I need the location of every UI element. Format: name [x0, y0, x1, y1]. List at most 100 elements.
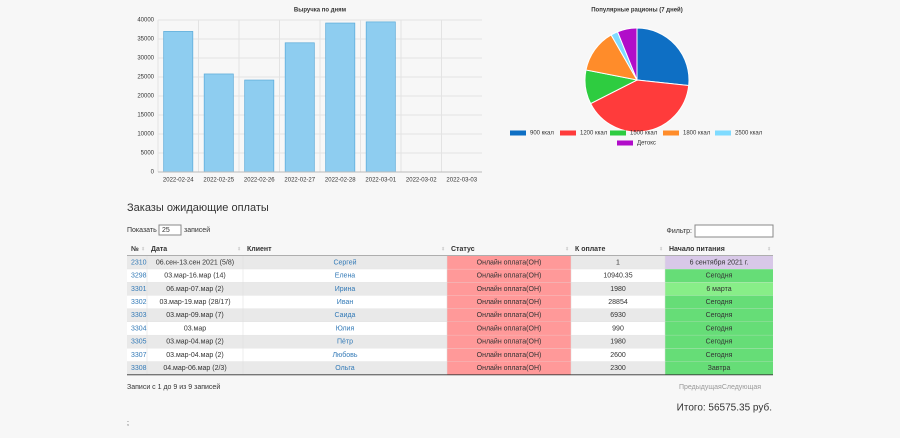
show-label: Показать [127, 227, 157, 234]
status-cell [447, 322, 571, 336]
cell-link[interactable]: Ирина [335, 286, 356, 293]
x-tick-label: 2022-02-25 [203, 178, 234, 184]
cell-link[interactable]: Любовь [332, 351, 357, 359]
cell-link[interactable]: 3307 [131, 352, 147, 359]
bar [163, 31, 194, 173]
start-cell [665, 308, 773, 322]
cell: 03.мар-04.мар (2) [166, 339, 224, 346]
y-tick-label: 15000 [137, 113, 154, 119]
legend-swatch [560, 130, 576, 136]
cell: Онлайн оплата(ОН) [477, 364, 542, 372]
status-cell [447, 269, 571, 283]
cell-link[interactable]: 2310 [131, 259, 147, 266]
cell-link[interactable]: 3304 [131, 325, 147, 332]
cell: Завтра [708, 365, 731, 372]
sort-icon: ⬍ [565, 246, 569, 252]
y-tick-label: 35000 [137, 37, 154, 43]
status-cell [447, 295, 571, 309]
cell-link[interactable]: 3308 [131, 365, 147, 372]
cell-link[interactable]: 3303 [131, 312, 147, 319]
column-header[interactable]: Начало питания [669, 246, 725, 253]
prev[interactable]: Предыдущая [679, 384, 722, 391]
cell: 2600 [610, 352, 626, 359]
cell: 03.мар-16.мар (14) [164, 273, 225, 280]
cell: 2300 [610, 365, 626, 372]
x-tick-label: 2022-02-27 [284, 178, 315, 184]
bar [284, 42, 315, 173]
legend-swatch [510, 130, 526, 136]
cell-link[interactable]: 3301 [131, 286, 147, 293]
cell-link[interactable]: Саида [335, 312, 356, 319]
sort-icon: ⬍ [659, 246, 663, 252]
start-cell [665, 335, 773, 349]
page-size[interactable]: 25 [162, 227, 170, 234]
cell: 03.мар-04.мар (2) [166, 352, 224, 359]
x-tick-label: 2022-02-28 [325, 178, 356, 184]
start-cell [665, 322, 773, 336]
entries-label: записей [184, 226, 210, 234]
cell: Сегодня [706, 325, 733, 332]
legend-label: Детокс [637, 141, 656, 147]
cell: Сегодня [706, 339, 733, 346]
cell: 04.мар-06.мар (2/3) [163, 365, 226, 372]
column-header[interactable]: Дата [151, 246, 167, 253]
semicolon: ; [127, 420, 129, 427]
legend-swatch [610, 130, 626, 136]
cell: 1 [616, 259, 620, 266]
bar [244, 79, 275, 173]
cell-link[interactable]: 3305 [131, 339, 147, 346]
x-tick-label: 2022-02-26 [244, 178, 275, 184]
x-tick-label: 2022-03-02 [406, 178, 437, 184]
y-tick-label: 40000 [137, 18, 154, 24]
cell: 6930 [610, 312, 626, 319]
cell: Онлайн оплата(ОН) [477, 338, 542, 346]
cell-link[interactable]: Елена [335, 273, 356, 280]
section-title: Заказы ожидающие оплаты [127, 202, 269, 214]
page-size-select[interactable] [158, 224, 182, 236]
cell-link[interactable]: Иван [337, 299, 354, 306]
filter-label: Фильтр: [667, 228, 693, 235]
y-tick-label: 20000 [137, 94, 154, 100]
start-cell [665, 282, 773, 296]
column-header[interactable]: Статус [451, 246, 475, 253]
column-header[interactable]: № [131, 245, 139, 253]
legend-label: 1500 ккал [630, 131, 658, 137]
cell: 990 [612, 325, 624, 332]
x-tick-label: 2022-02-24 [163, 178, 194, 184]
sort-icon: ⬍ [237, 246, 241, 252]
legend-label: 1200 ккал [580, 131, 608, 137]
legend-swatch [663, 130, 679, 136]
start-cell [665, 348, 773, 362]
sort-icon: ⬍ [441, 246, 445, 252]
cell-link[interactable]: Юлия [336, 325, 355, 332]
cell: 1980 [610, 339, 626, 346]
legend-label: 2500 ккал [735, 131, 763, 137]
cell: 03.мар [184, 325, 206, 332]
status-cell [447, 335, 571, 349]
cell: Онлайн оплата(ОН) [477, 324, 542, 332]
column-header[interactable]: К оплате [575, 246, 605, 253]
cell: Сегодня [706, 352, 733, 359]
cell: Сегодня [706, 273, 733, 280]
legend-swatch [715, 130, 731, 136]
next[interactable]: Следующая [722, 384, 761, 391]
y-tick-label: 10000 [137, 132, 154, 138]
status-cell [447, 282, 571, 296]
status-cell [447, 348, 571, 362]
cell: 06.мар-07.мар (2) [166, 286, 224, 293]
column-header[interactable]: Клиент [247, 246, 272, 253]
legend-swatch [617, 140, 633, 146]
cell: 06.сен-13.сен 2021 (5/8) [156, 259, 234, 266]
start-cell [665, 269, 773, 283]
status-cell [447, 361, 571, 375]
cell: Онлайн оплата(ОН) [477, 311, 542, 319]
cell-link[interactable]: Ольга [335, 365, 354, 372]
y-tick-label: 25000 [137, 75, 154, 81]
info: Записи с 1 до 9 из 9 записей [127, 383, 220, 391]
filter-input[interactable] [694, 224, 774, 238]
cell-link[interactable]: 3298 [131, 273, 147, 280]
cell-link[interactable]: Сергей [333, 258, 356, 266]
cell-link[interactable]: 3302 [131, 299, 147, 306]
cell-link[interactable]: Пётр [337, 339, 353, 346]
cell: Сегодня [706, 299, 733, 306]
